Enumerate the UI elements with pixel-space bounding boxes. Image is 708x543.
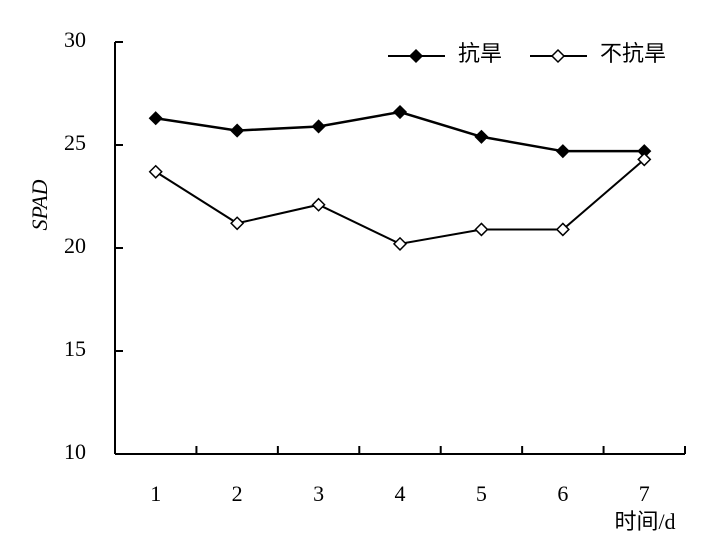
data-point bbox=[555, 222, 570, 237]
legend-label: 不抗旱 bbox=[600, 41, 666, 66]
x-tick-label: 6 bbox=[557, 481, 568, 506]
data-point bbox=[555, 144, 570, 159]
x-tick-label: 3 bbox=[313, 481, 324, 506]
y-tick-label: 25 bbox=[64, 130, 86, 155]
data-point bbox=[148, 111, 163, 126]
y-tick-label: 20 bbox=[64, 233, 86, 258]
x-tick-label: 1 bbox=[150, 481, 161, 506]
legend-label: 抗旱 bbox=[458, 41, 502, 66]
legend-marker bbox=[408, 48, 424, 64]
legend-marker bbox=[550, 48, 566, 64]
data-point bbox=[392, 236, 408, 251]
data-point bbox=[474, 129, 489, 144]
x-axis-label: 时间/d bbox=[614, 509, 675, 534]
x-tick-label: 5 bbox=[476, 481, 487, 506]
y-tick-label: 15 bbox=[64, 336, 86, 361]
data-point bbox=[311, 197, 326, 212]
data-point bbox=[637, 152, 652, 167]
data-point bbox=[148, 164, 163, 179]
x-tick-label: 7 bbox=[639, 481, 650, 506]
data-point bbox=[230, 216, 245, 231]
x-tick-label: 2 bbox=[232, 481, 243, 506]
data-point bbox=[474, 222, 489, 237]
x-tick-label: 4 bbox=[395, 481, 406, 506]
y-axis-label: SPAD bbox=[27, 179, 52, 230]
y-tick-label: 10 bbox=[64, 439, 86, 464]
y-tick-label: 30 bbox=[64, 27, 86, 52]
data-point bbox=[392, 104, 408, 120]
data-point bbox=[230, 123, 245, 138]
series-line bbox=[155, 158, 645, 245]
data-point bbox=[311, 119, 326, 134]
